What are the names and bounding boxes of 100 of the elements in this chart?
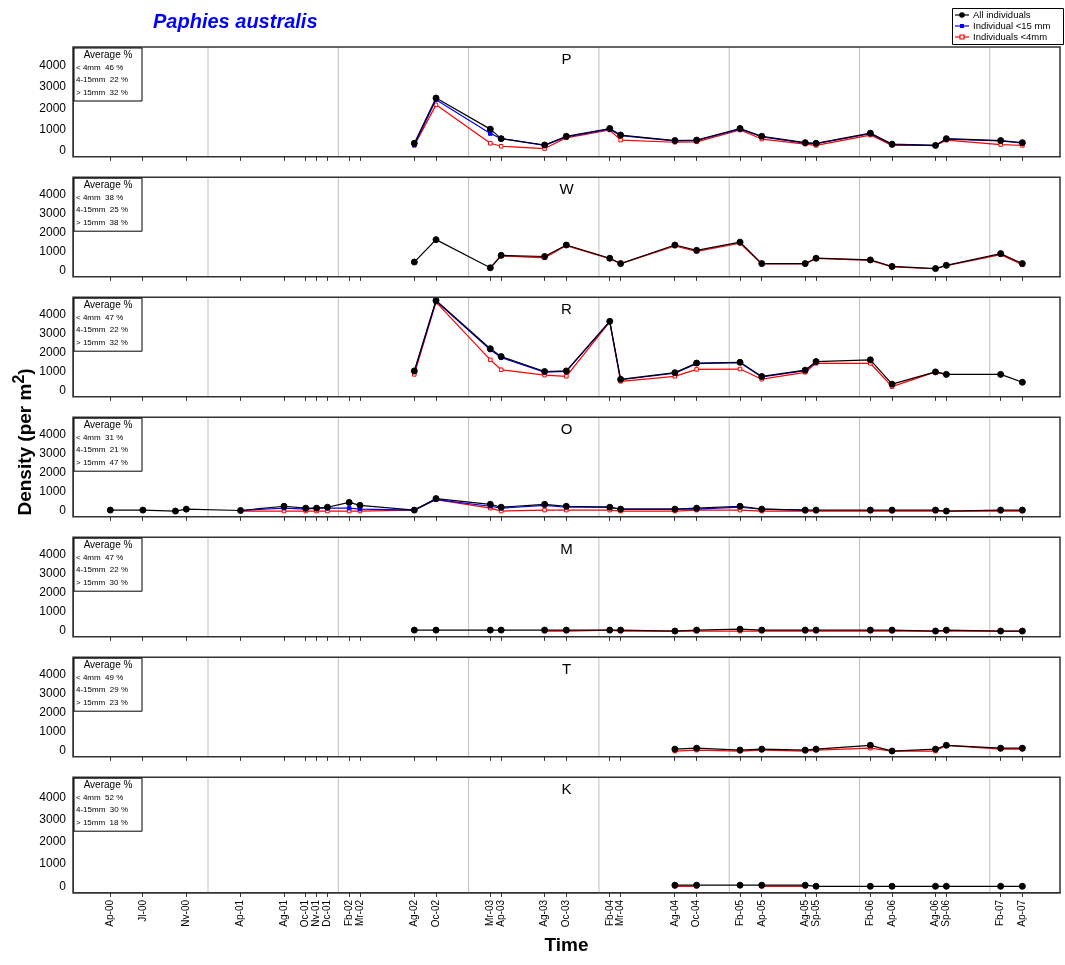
legend-label: All individuals <box>973 8 1031 20</box>
y-tick-label: 0 <box>59 142 67 157</box>
annotation: 4-15mm 29 % <box>76 685 129 695</box>
x-tick-label: Oc-01 <box>299 899 311 928</box>
annotation: 4-15mm 30 % <box>76 805 129 815</box>
chart-subtitle: P <box>561 49 572 67</box>
annotation: < 4mm 52 % <box>76 792 124 802</box>
x-tick-label: Nv-00 <box>180 899 192 927</box>
x-tick-label: Nv-01 <box>310 899 322 927</box>
x-tick-label: Mr-04 <box>614 899 626 927</box>
y-tick-label: 1000 <box>39 856 67 871</box>
annotation: > 15mm 32 % <box>76 337 128 347</box>
x-tick-label: Jl-00 <box>136 899 148 922</box>
y-tick-label: 3000 <box>39 565 67 580</box>
annotation: < 4mm 47 % <box>76 312 124 322</box>
y-tick-label: 4000 <box>39 426 67 441</box>
x-tick-label: Ag-05 <box>798 899 810 927</box>
annotation: 4-15mm 22 % <box>76 325 129 335</box>
x-tick-label: Fb-06 <box>864 899 876 927</box>
y-tick-label: 0 <box>59 503 67 518</box>
annotation: Average % <box>83 778 133 790</box>
y-tick-label: 4000 <box>39 306 67 321</box>
y-tick-label: 2000 <box>39 465 67 480</box>
annotation: 4-15mm 25 % <box>76 205 129 215</box>
annotation: Average % <box>83 538 133 550</box>
chart-subtitle: K <box>561 779 572 797</box>
y-tick-label: 2000 <box>39 345 67 360</box>
y-tick-label: 2000 <box>39 834 67 849</box>
x-tick-label: Fb-05 <box>733 899 745 927</box>
chart-subtitle: W <box>559 179 575 197</box>
x-tick-label: Ap-06 <box>885 899 897 927</box>
y-tick-label: 1000 <box>39 364 67 379</box>
y-tick-label: 1000 <box>39 604 67 619</box>
annotation: > 15mm 18 % <box>76 817 128 827</box>
x-tick-label: Oc-02 <box>429 899 441 928</box>
annotation: Average % <box>83 418 133 430</box>
y-tick-label: 2000 <box>39 585 67 600</box>
y-tick-label: 0 <box>59 263 67 278</box>
chart-subtitle: O <box>560 419 573 437</box>
annotation: 4-15mm 22 % <box>76 565 129 575</box>
x-tick-label: Oc-04 <box>690 899 702 928</box>
y-tick-label: 2000 <box>39 225 67 240</box>
y-tick-label: 3000 <box>39 811 67 826</box>
annotation: < 4mm 38 % <box>76 192 124 202</box>
annotation: > 15mm 38 % <box>76 217 128 227</box>
annotation: < 4mm 49 % <box>76 672 124 682</box>
annotation: > 15mm 32 % <box>76 87 128 97</box>
y-tick-label: 2000 <box>39 705 67 720</box>
legend-label: Individual <15 mm <box>973 19 1051 31</box>
annotation: 4-15mm 21 % <box>76 445 129 455</box>
y-tick-label: 1000 <box>39 484 67 499</box>
x-tick-label: Fb-02 <box>342 899 354 927</box>
annotation: > 15mm 30 % <box>76 577 128 587</box>
x-tick-label: Sp-06 <box>940 899 952 927</box>
y-tick-label: 3000 <box>39 79 67 94</box>
y-tick-label: 1000 <box>39 244 67 259</box>
chart-title: Paphies australis <box>153 9 318 32</box>
y-tick-label: 1000 <box>39 121 67 136</box>
annotation: Average % <box>83 298 133 310</box>
y-tick-label: 4000 <box>39 58 67 73</box>
chart-subtitle: M <box>560 539 573 557</box>
x-tick-label: Oc-03 <box>560 899 572 928</box>
y-tick-label: 0 <box>59 623 67 638</box>
y-tick-label: 4000 <box>39 186 67 201</box>
x-tick-label: Sp-05 <box>809 899 821 927</box>
legend-label: Individuals <4mm <box>973 30 1048 42</box>
x-tick-label: Ap-01 <box>234 899 246 927</box>
x-tick-label: Ag-04 <box>668 899 680 927</box>
y-tick-label: 4000 <box>39 789 67 804</box>
annotation: Average % <box>83 658 133 670</box>
y-tick-label: 1000 <box>39 724 67 739</box>
y-tick-label: 0 <box>59 743 67 758</box>
y-tick-label: 0 <box>59 383 67 398</box>
x-tick-label: Fb-07 <box>994 899 1006 927</box>
annotation: 4-15mm 22 % <box>76 75 129 85</box>
annotation: Average % <box>83 48 133 60</box>
x-tick-label: Ag-02 <box>408 899 420 927</box>
y-tick-label: 3000 <box>39 325 67 340</box>
annotation: Average % <box>83 178 133 190</box>
y-tick-label: 3000 <box>39 445 67 460</box>
annotation: < 4mm 46 % <box>76 62 124 72</box>
x-tick-label: Ap-05 <box>755 899 767 927</box>
annotation: < 4mm 47 % <box>76 552 124 562</box>
x-tick-label: Ap-03 <box>494 899 506 927</box>
annotation: > 15mm 47 % <box>76 457 128 467</box>
y-tick-label: 3000 <box>39 685 67 700</box>
x-tick-label: Mr-02 <box>353 899 365 927</box>
x-axis-title: Time <box>544 933 589 955</box>
x-tick-label: Mr-03 <box>484 899 496 927</box>
x-tick-label: Ap-07 <box>1016 899 1028 927</box>
y-tick-label: 3000 <box>39 205 67 220</box>
y-tick-label: 4000 <box>39 546 67 561</box>
x-tick-label: Ag-03 <box>538 899 550 927</box>
y-tick-label: 0 <box>59 878 67 893</box>
annotation: < 4mm 31 % <box>76 432 124 442</box>
y-tick-label: 2000 <box>39 100 67 115</box>
chart-subtitle: T <box>561 659 572 677</box>
x-tick-label: Ag-06 <box>929 899 941 927</box>
annotation: > 15mm 23 % <box>76 697 128 707</box>
x-tick-label: Ap-00 <box>104 899 116 927</box>
